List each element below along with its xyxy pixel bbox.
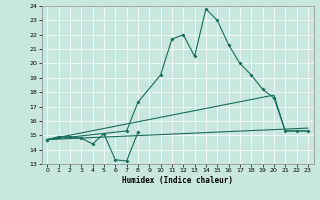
X-axis label: Humidex (Indice chaleur): Humidex (Indice chaleur) <box>122 176 233 185</box>
